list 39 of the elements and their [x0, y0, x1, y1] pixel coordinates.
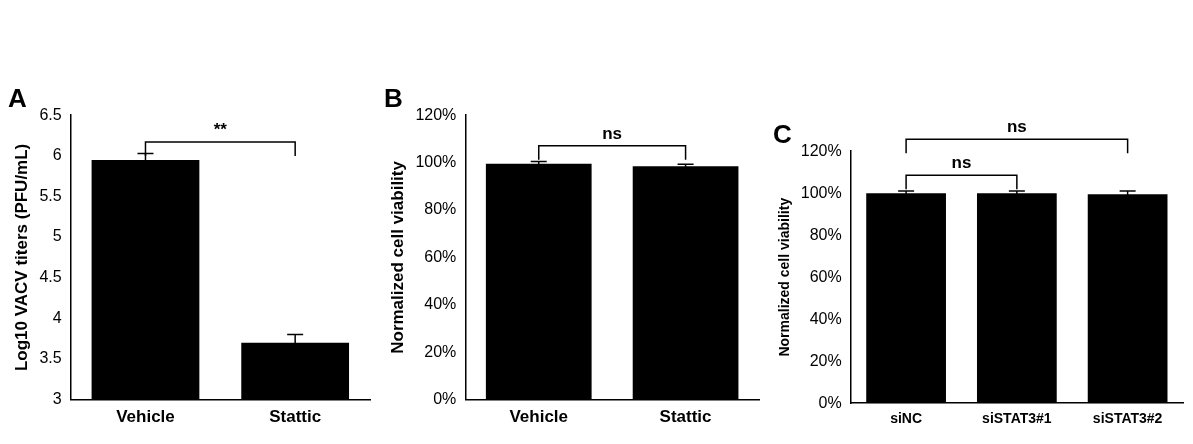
annotation: ns — [602, 123, 623, 143]
y-tick-label: 100% — [800, 183, 842, 201]
y-tick-label: 5 — [52, 227, 62, 245]
y-tick-label: 20% — [809, 351, 842, 369]
y-tick-label: 6 — [52, 146, 62, 164]
y-tick-label: 40% — [809, 309, 842, 327]
y-tick-label: 120% — [800, 141, 842, 159]
text: ns — [1006, 117, 1027, 137]
x-tick-label: Vehicle — [116, 407, 175, 427]
chart-title: C — [773, 118, 792, 149]
y-axis-title: Normalized cell viability — [387, 160, 407, 354]
y-tick-label: 20% — [424, 342, 457, 360]
y-tick-label: 5.5 — [39, 186, 62, 204]
y-tick-label: 60% — [809, 267, 842, 285]
x-tick-label: siNC — [890, 410, 923, 427]
y-tick-label: 4.5 — [39, 268, 62, 286]
x-tick-label: Stattic — [659, 407, 712, 427]
y-tick-label: 120% — [415, 105, 457, 123]
y-tick-label: 100% — [415, 153, 457, 171]
y-tick-label: 60% — [424, 247, 457, 265]
y-tick-label: 4 — [52, 308, 62, 326]
chart-title: B — [384, 82, 403, 113]
y-tick-label: 40% — [424, 295, 457, 313]
y-axis-title: Log10 VACV titers (PFU/mL) — [11, 143, 31, 372]
y-tick-label: 0% — [818, 393, 842, 411]
annotation: ** — [213, 120, 228, 140]
y-tick-label: 6.5 — [39, 105, 62, 123]
y-tick-label: 3 — [52, 390, 62, 408]
x-tick-label: Vehicle — [509, 407, 569, 427]
y-tick-label: 3.5 — [39, 349, 62, 367]
x-tick-label: Stattic — [269, 407, 322, 427]
y-tick-label: 0% — [433, 390, 457, 408]
x-tick-label: siSTAT3#2 — [1092, 410, 1163, 427]
annotation: ns — [951, 153, 972, 173]
x-tick-label: siSTAT3#1 — [982, 410, 1052, 427]
y-tick-label: 80% — [809, 225, 842, 243]
y-tick-label: 80% — [424, 200, 457, 218]
y-axis-title: Normalized cell viability — [776, 197, 793, 357]
chart-title: A — [8, 82, 27, 113]
